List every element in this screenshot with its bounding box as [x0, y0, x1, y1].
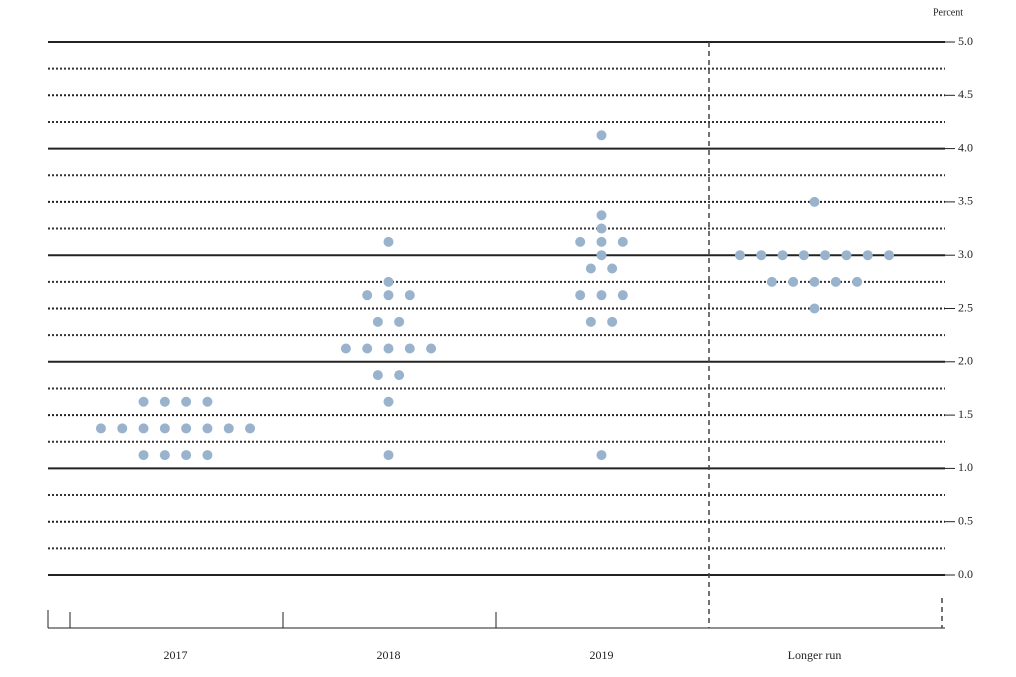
y-tick-label: 2.0: [958, 354, 973, 368]
y-tick-label: 1.0: [958, 460, 973, 474]
dot: [596, 250, 607, 261]
dot: [585, 316, 596, 327]
dot: [159, 423, 170, 434]
dot: [202, 423, 213, 434]
dot: [809, 303, 820, 314]
dot: [383, 450, 394, 461]
dot: [372, 370, 383, 381]
dot: [383, 290, 394, 301]
dot: [809, 276, 820, 287]
dot: [596, 450, 607, 461]
dot: [117, 423, 128, 434]
dot: [734, 250, 745, 261]
dot: [766, 276, 777, 287]
dot: [394, 370, 405, 381]
dot: [607, 263, 618, 274]
dot: [841, 250, 852, 261]
dot: [95, 423, 106, 434]
dot: [426, 343, 437, 354]
y-axis-label: Percent: [933, 7, 963, 18]
dot: [575, 290, 586, 301]
dot: [596, 130, 607, 141]
y-tick-label: 0.0: [958, 567, 973, 581]
dot: [202, 396, 213, 407]
dot: [884, 250, 895, 261]
dot: [383, 236, 394, 247]
dot: [596, 290, 607, 301]
dot: [383, 396, 394, 407]
dot: [245, 423, 256, 434]
dot: [362, 290, 373, 301]
dot: [798, 250, 809, 261]
dot: [159, 450, 170, 461]
dot: [159, 396, 170, 407]
dot: [788, 276, 799, 287]
dot: [404, 343, 415, 354]
dot: [383, 276, 394, 287]
y-tick-label: 4.0: [958, 140, 973, 154]
dot: [404, 290, 415, 301]
dot: [756, 250, 767, 261]
dot: [617, 290, 628, 301]
dot: [585, 263, 596, 274]
x-tick-label: Longer run: [788, 648, 842, 662]
dot: [862, 250, 873, 261]
y-tick-label: 0.5: [958, 513, 973, 527]
y-tick-label: 3.5: [958, 194, 973, 208]
dot: [138, 423, 149, 434]
dot: [362, 343, 373, 354]
y-tick-label: 3.0: [958, 247, 973, 261]
dot: [820, 250, 831, 261]
dot: [223, 423, 234, 434]
dot: [777, 250, 788, 261]
y-tick-label: 1.5: [958, 407, 973, 421]
y-tick-label: 5.0: [958, 34, 973, 48]
dot: [181, 423, 192, 434]
dot: [181, 396, 192, 407]
dot: [852, 276, 863, 287]
y-tick-label: 2.5: [958, 300, 973, 314]
dot: [617, 236, 628, 247]
dot: [138, 450, 149, 461]
dot: [596, 210, 607, 221]
dot: [181, 450, 192, 461]
x-tick-label: 2019: [590, 648, 614, 662]
dot: [596, 236, 607, 247]
dot: [575, 236, 586, 247]
dot: [138, 396, 149, 407]
dot: [372, 316, 383, 327]
dot: [830, 276, 841, 287]
dot: [202, 450, 213, 461]
y-tick-label: 4.5: [958, 87, 973, 101]
dot: [596, 223, 607, 234]
dot: [383, 343, 394, 354]
x-tick-label: 2018: [377, 648, 401, 662]
dot: [809, 196, 820, 207]
dot: [607, 316, 618, 327]
x-tick-label: 2017: [164, 648, 188, 662]
dot: [340, 343, 351, 354]
dot: [394, 316, 405, 327]
